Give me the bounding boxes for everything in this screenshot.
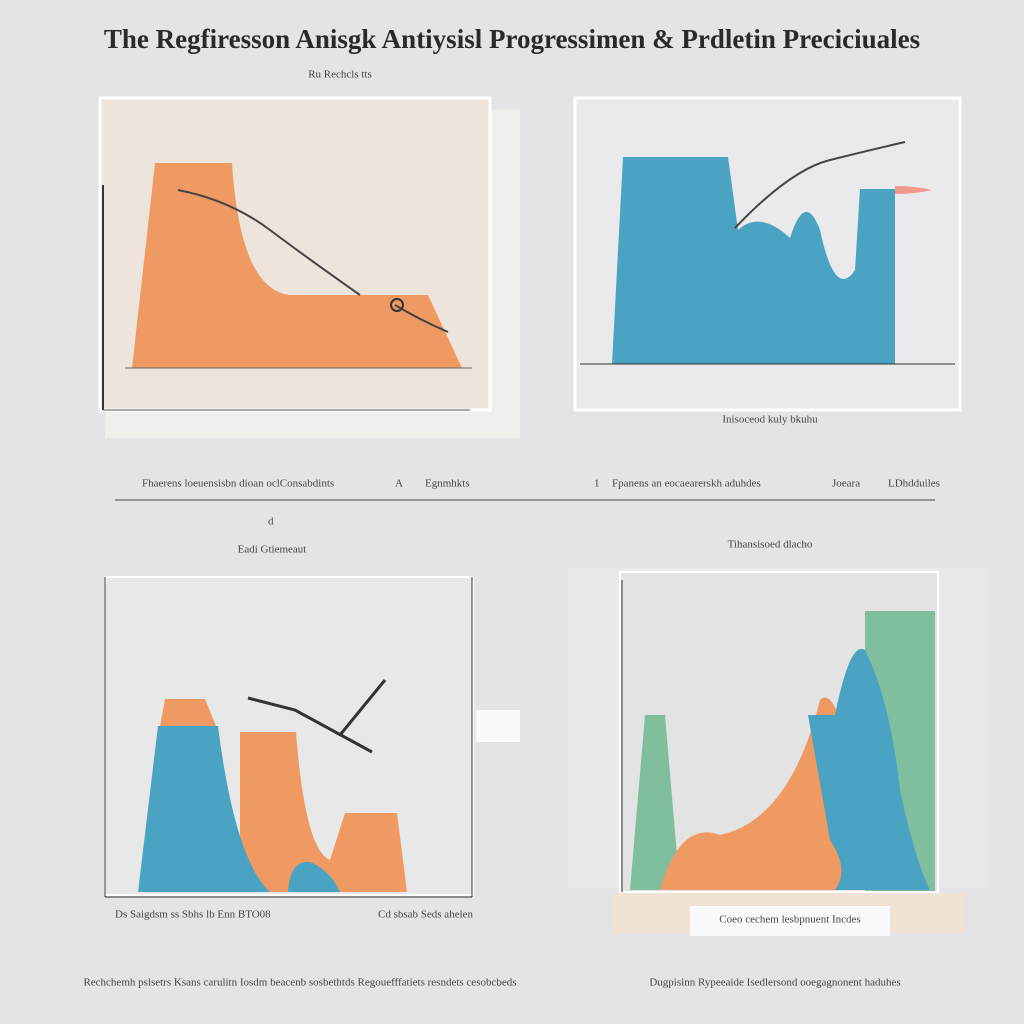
divider-text: Fhaerens loeuensisbn dioan oclConsabdint… [142, 478, 334, 490]
arrow [247, 679, 387, 754]
marker [895, 186, 932, 194]
trend-line [734, 141, 906, 229]
footer-text: Dugpisinn Rypeeaide Isedlersond ooegagno… [649, 977, 900, 989]
inset [476, 710, 520, 742]
area [288, 861, 340, 892]
axis-label: Ds Saigdsm ss Sbhs lb Enn BTO08 [115, 909, 271, 921]
divider-mark: d [268, 516, 274, 528]
area [132, 163, 462, 368]
area [160, 699, 216, 726]
caption-box [690, 906, 890, 936]
area [808, 648, 930, 890]
panel-label: Eadi Gtiemeaut [238, 544, 307, 556]
panel-caption: Inisoceod kuly bkuhu [722, 414, 818, 426]
area [660, 697, 850, 890]
divider-text: Joeara [832, 478, 860, 490]
panel-label: Tihansisoed dlacho [728, 539, 813, 551]
divider-text: 1 [594, 478, 600, 490]
divider-text: A [395, 478, 403, 490]
area [138, 726, 270, 892]
area [240, 732, 407, 892]
area [580, 157, 895, 364]
divider-text: LDhdduiles [888, 478, 940, 490]
axis-label: Cd sbsab Seds ahelen [378, 909, 474, 921]
footer-text: Rechchemh pslsetrs Ksans carulitn Iosdm … [83, 977, 516, 989]
divider-text: Egnmhkts [425, 478, 470, 490]
panel-label: Ru Rechcls tts [308, 69, 372, 81]
title: The Regfiresson Anisgk Antiysisl Progres… [104, 24, 920, 54]
trend-line [177, 189, 449, 333]
panel-caption: Coeo cechem lesbpnuent Incdes [719, 914, 860, 926]
divider-text: Fpanens an eocaearerskh aduhdes [612, 478, 761, 490]
marker [390, 298, 404, 312]
area [630, 715, 680, 890]
